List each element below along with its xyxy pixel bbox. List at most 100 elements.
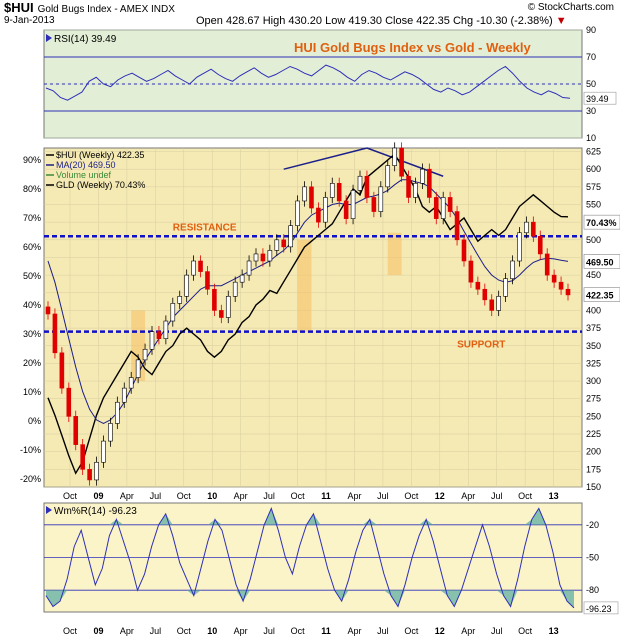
- high-value: 430.20: [288, 15, 323, 27]
- price-x-tick: Apr: [347, 491, 361, 501]
- candle-body: [406, 175, 411, 198]
- candle-body: [274, 239, 280, 251]
- rsi-tick-label: 70: [586, 52, 596, 62]
- candle-body: [135, 359, 141, 378]
- wm-x-tick: Oct: [518, 626, 533, 636]
- ma20-series-line: [47, 179, 569, 424]
- candle-body: [565, 288, 571, 296]
- price-left-tick: 0%: [28, 416, 41, 426]
- price-left-tick: 50%: [23, 271, 41, 281]
- candle-body: [205, 271, 210, 290]
- price-left-tick: -20%: [20, 474, 41, 484]
- price-x-tick: Oct: [291, 491, 306, 501]
- candle-body: [163, 320, 169, 339]
- quote-date: 9-Jan-2013: [4, 15, 55, 26]
- candle-body: [447, 197, 453, 212]
- candle-body: [496, 296, 501, 311]
- ma20-last-value-box: [583, 254, 620, 269]
- wm-overbought-fill: [46, 508, 574, 525]
- support-label: SUPPORT: [457, 340, 505, 351]
- close-value: 422.35: [416, 15, 450, 27]
- price-x-tick: 13: [549, 491, 559, 501]
- candle-body: [475, 281, 481, 290]
- price-right-tick: 300: [586, 376, 601, 386]
- candle-body: [489, 299, 495, 311]
- wm-x-tick: Oct: [404, 626, 419, 636]
- candle-body: [329, 183, 335, 198]
- rsi-last-value-box: [583, 91, 617, 105]
- gld-last-value-box: [583, 214, 620, 230]
- candle-body: [66, 387, 72, 417]
- ohlc-readout: Open 428.67 High 430.20 Low 419.30 Close…: [196, 15, 567, 27]
- price-right-tick: 175: [586, 464, 601, 474]
- price-right-tick: 450: [586, 270, 601, 280]
- price-x-tick: Oct: [404, 491, 419, 501]
- candle-body: [267, 250, 273, 262]
- candle-body: [59, 352, 65, 389]
- candle-body: [413, 183, 418, 198]
- candle-body: [537, 235, 543, 255]
- wm-last-value-box: [583, 601, 619, 615]
- candle-body: [378, 186, 384, 212]
- price-right-tick: 600: [586, 164, 601, 174]
- candle-body: [260, 253, 266, 262]
- candle-body: [440, 197, 446, 219]
- chg-label: Chg: [452, 15, 474, 27]
- gld-series-line: [47, 153, 569, 475]
- wm-tick-label: -80: [586, 585, 599, 595]
- price-right-tick: 250: [586, 411, 601, 421]
- price-right-tick: 625: [586, 147, 601, 157]
- ticker-symbol: $HUI: [4, 0, 34, 15]
- candle-body: [73, 416, 79, 445]
- resistance-label: RESISTANCE: [173, 222, 237, 233]
- wm-x-tick: Jul: [263, 626, 275, 636]
- candle-body: [427, 168, 432, 198]
- candle-body: [558, 281, 564, 290]
- price-x-tick: 11: [321, 491, 331, 501]
- candle-body: [316, 207, 321, 223]
- brand-watermark: © StockCharts.com: [527, 2, 614, 13]
- candle-body: [503, 278, 508, 297]
- candle-body: [246, 260, 252, 276]
- candle-body: [524, 221, 529, 234]
- trend-line-left: [283, 147, 368, 170]
- chg-value: -10.30 (-2.38%): [476, 15, 553, 27]
- rsi-series-line: [45, 64, 571, 101]
- candle-body: [302, 186, 307, 202]
- candle-body: [156, 331, 162, 339]
- candle-body: [343, 200, 349, 219]
- price-right-tick: 550: [586, 200, 601, 210]
- wm-x-tick: 10: [207, 626, 217, 636]
- price-x-tick: Jul: [150, 491, 162, 501]
- wm-x-tick: 11: [321, 626, 331, 636]
- candle-body: [94, 461, 99, 481]
- ma20-last-value: 469.50: [586, 257, 614, 267]
- highlight-box: [297, 239, 312, 332]
- candle-body: [184, 274, 189, 297]
- wm-title: Wm%R(14) -96.23: [54, 506, 137, 517]
- legend-entry: GLD (Weekly) 70.43%: [56, 180, 145, 190]
- wm-x-tick: 12: [435, 626, 445, 636]
- wm-x-tick: Apr: [461, 626, 475, 636]
- ticker-description: Gold Bugs Index - AMEX INDX: [37, 4, 175, 15]
- hui-last-value-box: [583, 287, 620, 302]
- price-x-tick: Oct: [177, 491, 192, 501]
- wm-x-tick: Jul: [150, 626, 162, 636]
- candle-body: [128, 377, 134, 389]
- price-x-tick: Jul: [491, 491, 503, 501]
- rsi-tick-label: 50: [586, 79, 596, 89]
- candle-body: [115, 401, 120, 424]
- price-x-tick: 10: [207, 491, 217, 501]
- wm-x-tick: Oct: [291, 626, 306, 636]
- high-label: High: [262, 15, 286, 27]
- price-x-tick: Apr: [461, 491, 475, 501]
- candle-body: [454, 211, 460, 241]
- rsi-legend-icon: [46, 34, 52, 42]
- price-right-tick: 400: [586, 305, 601, 315]
- wm-series-line: [45, 506, 575, 609]
- candle-body: [108, 423, 113, 442]
- wm-x-tick: 09: [93, 626, 103, 636]
- candle-body: [149, 331, 155, 350]
- price-left-tick: -10%: [20, 445, 41, 455]
